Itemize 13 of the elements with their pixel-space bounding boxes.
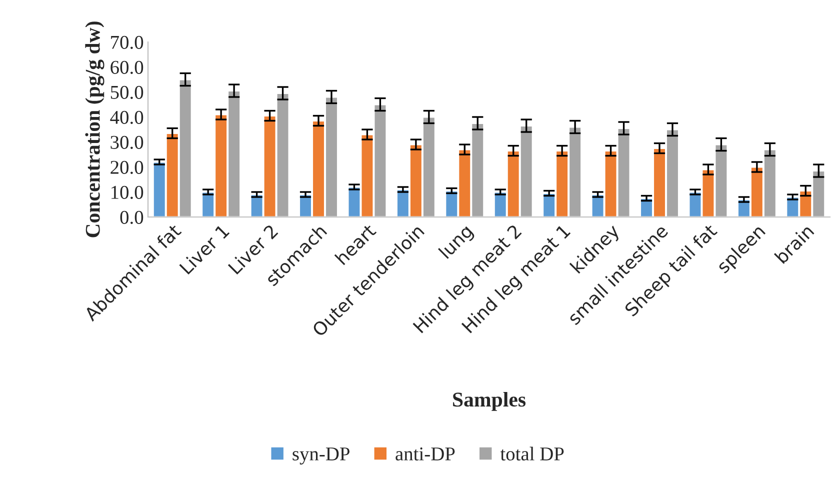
y-tick-label: 20.0 — [110, 160, 144, 174]
y-tick-label: 0.0 — [120, 210, 144, 224]
y-tick-label: 60.0 — [110, 60, 144, 74]
y-axis-title: Concentration (pg/g dw) — [85, 22, 104, 238]
y-tick-label: 70.0 — [111, 36, 144, 50]
legend-label: anti-DP — [396, 447, 455, 460]
legend-label: total DP — [500, 446, 564, 460]
y-tick-label: 40.0 — [110, 110, 144, 124]
legend-label: syn-DP — [292, 448, 350, 464]
x-axis-title: Samples — [453, 392, 526, 411]
y-tick-label: 50.0 — [110, 86, 144, 100]
y-tick-label: 30.0 — [110, 136, 144, 150]
y-tick-label: 10.0 — [112, 186, 144, 200]
